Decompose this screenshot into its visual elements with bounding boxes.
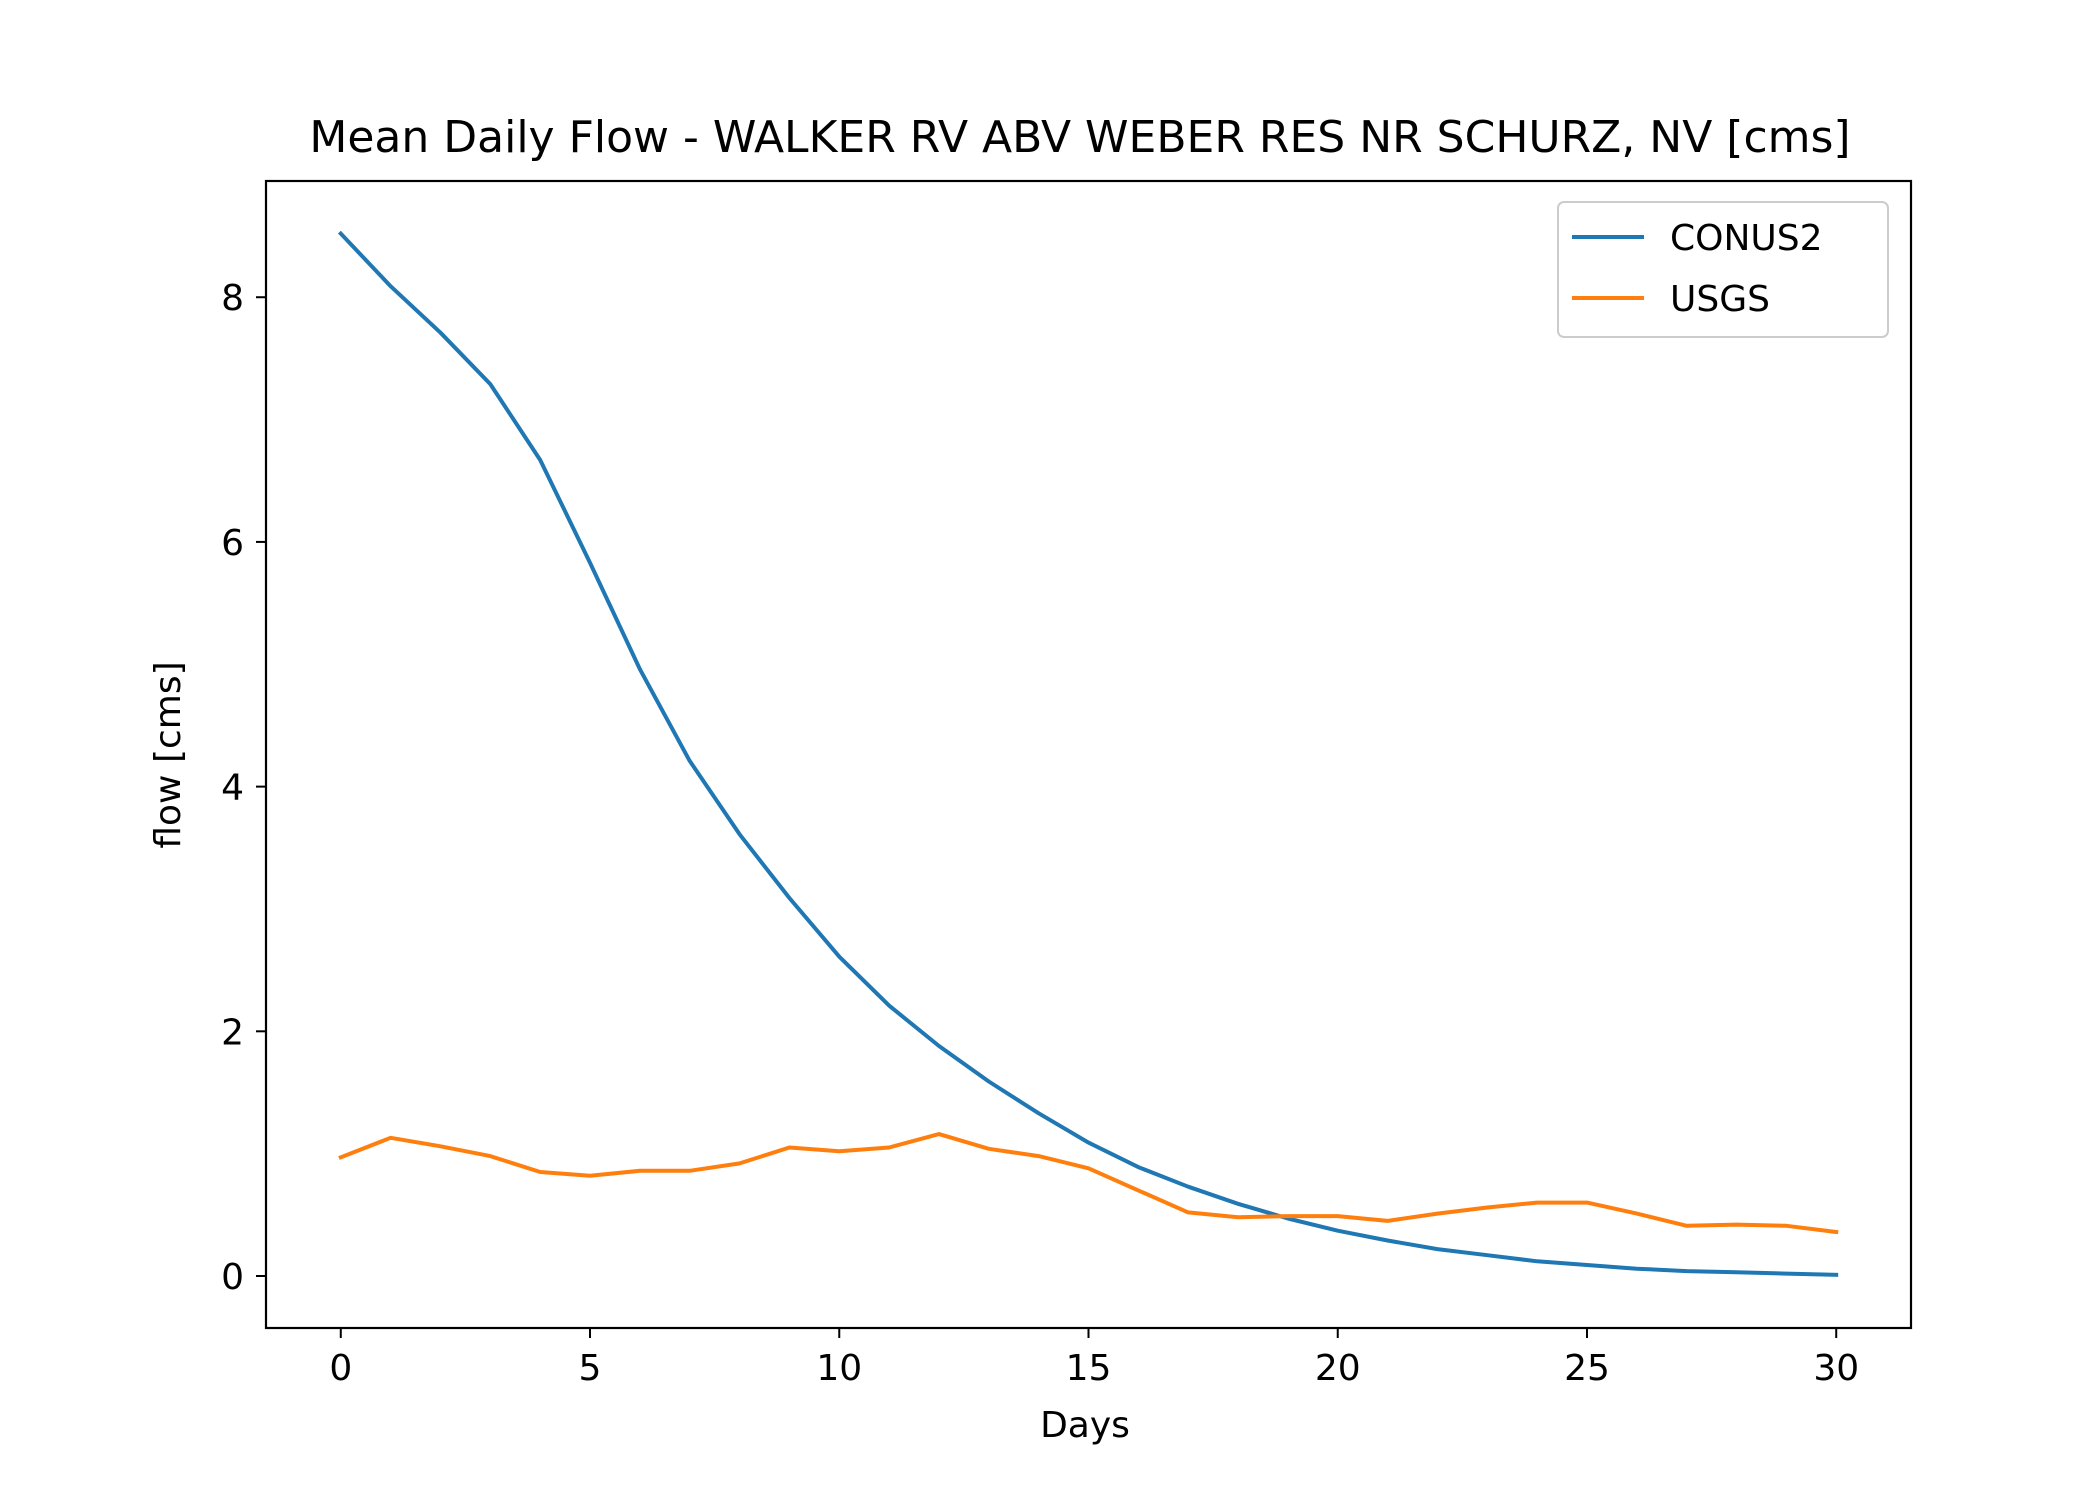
plot-area: 0 5 10 15 20 25 30 0 2 4 6 8: [221, 179, 1913, 1389]
x-tick-label: 10: [816, 1348, 862, 1389]
x-axis-label: Days: [1040, 1405, 1130, 1446]
x-tick-label: 0: [329, 1348, 352, 1389]
y-tick-label: 2: [221, 1012, 244, 1053]
y-tick-label: 4: [221, 768, 244, 809]
x-tick-label: 25: [1564, 1348, 1610, 1389]
chart-title: Mean Daily Flow - WALKER RV ABV WEBER RE…: [309, 112, 1850, 163]
y-tick-label: 0: [221, 1257, 244, 1298]
x-tick-label: 20: [1315, 1348, 1361, 1389]
legend-label-conus2: CONUS2: [1670, 218, 1823, 259]
series-line-conus2: [337, 230, 1839, 1277]
legend-label-usgs: USGS: [1670, 279, 1770, 320]
series-line-usgs: [338, 1132, 1839, 1235]
y-tick-label: 8: [221, 278, 244, 319]
x-tick-label: 30: [1813, 1348, 1859, 1389]
y-axis-label: flow [cms]: [148, 661, 189, 848]
x-tick-label: 15: [1066, 1348, 1112, 1389]
legend: CONUS2 USGS: [1557, 201, 1889, 338]
y-tick-label: 6: [221, 523, 244, 564]
x-tick-label: 5: [579, 1348, 602, 1389]
